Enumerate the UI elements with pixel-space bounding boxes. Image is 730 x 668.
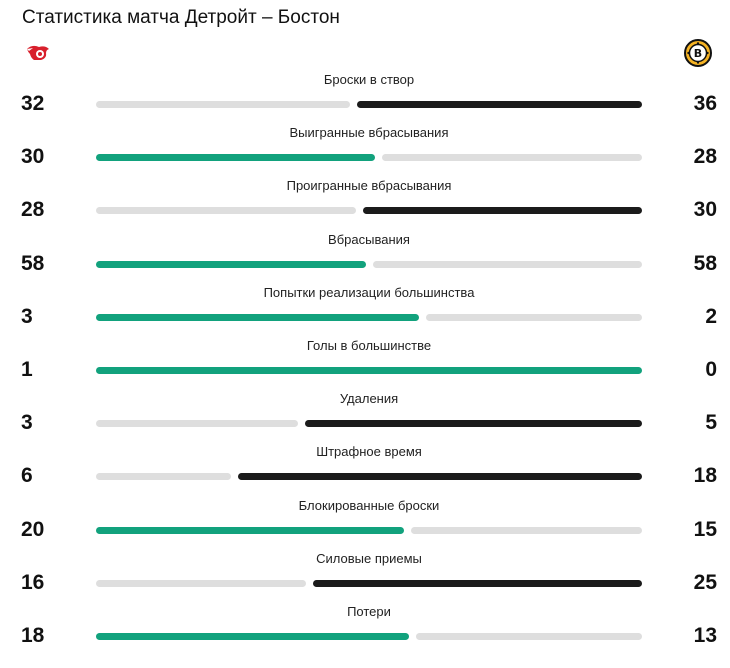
away-bar	[305, 420, 642, 428]
home-value: 32	[21, 92, 45, 115]
stat-row: Удаления 3 5	[0, 391, 730, 444]
home-value: 30	[21, 145, 45, 169]
stat-label: Вбрасывания	[328, 231, 410, 247]
home-value: 18	[21, 623, 45, 647]
stat-row: Потери 18 13	[0, 604, 730, 657]
stat-row: Штрафное время 6 18	[0, 444, 730, 497]
stat-label: Голы в большинстве	[306, 337, 432, 353]
stat-label: Броски в створ	[323, 72, 415, 87]
match-stats-list: Броски в створ 32 36 Выигранные вбрасывания…	[0, 72, 730, 657]
away-bar	[356, 101, 642, 108]
away-value: 18	[693, 464, 717, 488]
away-bar	[237, 473, 642, 481]
home-bar	[96, 260, 366, 268]
away-bar	[415, 632, 642, 640]
away-value: 30	[693, 198, 717, 222]
home-value: 1	[21, 357, 33, 381]
stat-label: Блокированные броски	[298, 497, 440, 513]
away-value: 15	[693, 517, 717, 541]
home-value: 3	[21, 411, 33, 435]
away-value: 36	[693, 92, 717, 115]
away-bar	[411, 526, 642, 534]
home-bar	[96, 207, 357, 215]
home-bar	[96, 313, 420, 321]
stat-row: Силовые приемы 16 25	[0, 551, 730, 604]
home-bar	[96, 473, 231, 481]
home-value: 3	[21, 304, 33, 328]
away-value: 13	[693, 623, 717, 647]
stat-row: Выигранные вбрасывания 30 28	[0, 125, 730, 178]
away-bar	[381, 154, 642, 162]
home-value: 58	[21, 251, 45, 275]
home-bar	[96, 101, 350, 108]
away-bar	[372, 260, 642, 268]
stat-row: Броски в створ 32 36	[0, 72, 730, 125]
stat-label: Потери	[347, 603, 391, 619]
away-value: 5	[705, 411, 717, 435]
away-value: 0	[705, 357, 717, 381]
stat-label: Силовые приемы	[316, 550, 422, 566]
red-wings-logo-icon	[27, 45, 49, 60]
away-value: 25	[693, 570, 717, 594]
stat-row: Голы в большинстве 1 0	[0, 338, 730, 391]
home-bar	[96, 632, 409, 640]
stat-label: Попытки реализации большинства	[263, 284, 475, 300]
bruins-logo-icon: B	[684, 39, 712, 67]
stat-row: Блокированные броски 20 15	[0, 498, 730, 551]
home-bar	[96, 154, 375, 162]
home-bar	[96, 579, 307, 587]
stat-label: Удаления	[339, 391, 399, 407]
away-value: 58	[693, 251, 717, 275]
stat-row: Проигранные вбрасывания 28 30	[0, 178, 730, 231]
home-bar	[96, 366, 642, 374]
home-bar	[96, 526, 404, 534]
home-bar	[96, 420, 299, 428]
stat-row: Попытки реализации большинства 3 2	[0, 285, 730, 338]
home-value: 20	[21, 517, 45, 541]
stat-label: Проигранные вбрасывания	[286, 178, 452, 194]
away-value: 28	[693, 145, 717, 169]
away-bar	[313, 579, 642, 587]
home-value: 6	[21, 464, 33, 488]
page-title: Статистика матча Детройт – Бостон	[22, 7, 340, 28]
away-bar	[363, 207, 642, 215]
stat-label: Выигранные вбрасывания	[289, 125, 449, 141]
svg-text:B: B	[694, 47, 702, 60]
home-value: 16	[21, 570, 45, 594]
home-value: 28	[21, 198, 45, 222]
away-value: 2	[705, 304, 717, 328]
stat-label: Штрафное время	[316, 444, 422, 460]
stat-row: Вбрасывания 58 58	[0, 232, 730, 285]
away-bar	[426, 313, 642, 321]
